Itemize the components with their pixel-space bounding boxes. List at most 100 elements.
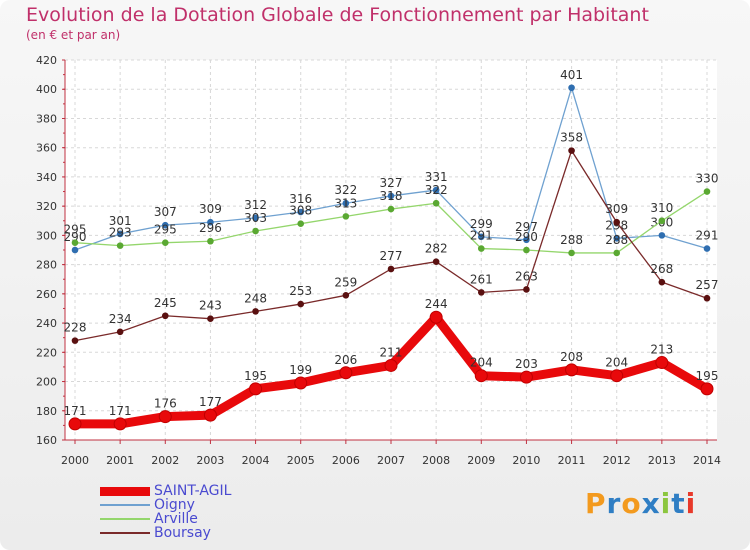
x-tick-label: 2008 — [422, 454, 450, 467]
data-point — [568, 249, 575, 257]
data-label: 322 — [334, 183, 357, 197]
data-label: 401 — [560, 68, 583, 82]
data-point — [387, 265, 395, 273]
x-tick-label: 2009 — [467, 454, 495, 467]
data-label: 303 — [244, 211, 267, 225]
x-tick-label: 2004 — [242, 454, 270, 467]
legend-item: Oigny — [100, 498, 231, 512]
data-point — [342, 292, 350, 299]
data-label: 297 — [515, 220, 538, 234]
data-label: 171 — [109, 404, 132, 418]
x-tick-label: 2007 — [377, 454, 405, 467]
data-point — [68, 417, 82, 431]
y-tick-label: 200 — [36, 376, 57, 389]
data-point — [207, 218, 214, 226]
data-label: 308 — [289, 204, 312, 218]
legend-swatch — [100, 504, 150, 506]
data-point — [432, 199, 440, 207]
data-point — [342, 213, 350, 220]
data-point — [342, 199, 350, 207]
data-label: 204 — [470, 356, 493, 370]
data-point — [613, 249, 621, 257]
x-tick-label: 2002 — [151, 454, 179, 467]
legend-swatch — [100, 532, 150, 534]
data-label: 211 — [380, 345, 403, 359]
data-label: 358 — [560, 131, 583, 145]
data-point — [297, 300, 305, 308]
y-tick-label: 180 — [36, 405, 57, 418]
data-label: 310 — [650, 201, 673, 215]
data-point — [568, 84, 575, 92]
x-tick-label: 2013 — [648, 454, 676, 467]
data-label: 206 — [334, 353, 357, 367]
data-point — [161, 312, 169, 320]
data-label: 312 — [244, 198, 267, 212]
data-point — [297, 220, 305, 227]
data-label: 301 — [109, 214, 132, 228]
data-point — [658, 217, 666, 225]
proxiti-logo: Proxiti — [585, 487, 696, 520]
data-label: 293 — [109, 226, 132, 240]
legend-label: SAINT-AGIL — [154, 483, 232, 499]
data-label: 282 — [425, 242, 448, 256]
x-tick-label: 2005 — [287, 454, 315, 467]
data-label: 291 — [470, 229, 493, 243]
legend-swatch — [100, 518, 150, 520]
data-point — [658, 232, 666, 239]
data-point — [565, 363, 579, 377]
x-tick-label: 2010 — [512, 454, 540, 467]
series-saint-agil: 171 171 176 177 195 199 206 211 244 204 203 208 204 2… — [64, 297, 718, 431]
data-label: 322 — [425, 183, 448, 197]
data-point — [249, 382, 263, 396]
data-point — [432, 186, 440, 194]
data-point — [703, 245, 711, 252]
data-label: 259 — [334, 275, 357, 289]
data-point — [387, 205, 395, 213]
data-label: 309 — [605, 202, 628, 216]
logo-letter: o — [621, 487, 642, 520]
data-point — [477, 289, 485, 296]
data-point — [339, 366, 353, 380]
data-label: 331 — [425, 170, 448, 184]
y-tick-label: 160 — [36, 434, 57, 447]
data-label: 244 — [425, 297, 448, 311]
data-point — [655, 356, 669, 370]
data-label: 316 — [289, 192, 312, 206]
legend-item: Arville — [100, 512, 231, 526]
data-label: 176 — [154, 397, 177, 411]
data-point — [294, 376, 308, 390]
data-point — [116, 328, 124, 336]
logo-letter: x — [641, 487, 661, 520]
legend-swatch — [100, 486, 150, 496]
data-label: 288 — [605, 233, 628, 247]
data-label: 245 — [154, 296, 177, 310]
data-point — [432, 258, 440, 265]
y-tick-label: 340 — [36, 171, 57, 184]
data-point — [252, 214, 259, 222]
data-point — [477, 245, 485, 252]
data-label: 313 — [334, 196, 357, 210]
logo-letter: i — [685, 487, 697, 520]
data-point — [161, 221, 169, 229]
y-tick-label: 240 — [36, 317, 57, 330]
data-point — [116, 230, 124, 238]
data-label: 248 — [244, 291, 267, 305]
data-label: 296 — [199, 221, 222, 235]
x-tick-label: 2000 — [61, 454, 89, 467]
data-point — [71, 246, 79, 254]
data-point — [568, 147, 575, 154]
data-point — [523, 246, 530, 254]
y-tick-label: 260 — [36, 288, 57, 301]
data-label: 257 — [696, 278, 719, 292]
data-label: 208 — [560, 350, 583, 364]
chart-subtitle: (en € et par an) — [26, 28, 121, 42]
data-label: 263 — [515, 269, 538, 283]
x-tick-label: 2003 — [196, 454, 224, 467]
y-tick-label: 380 — [36, 112, 57, 125]
y-tick-label: 220 — [36, 346, 57, 359]
y-tick-label: 400 — [36, 83, 57, 96]
data-point — [474, 369, 488, 383]
data-label: 268 — [650, 262, 673, 276]
data-point — [703, 294, 711, 302]
